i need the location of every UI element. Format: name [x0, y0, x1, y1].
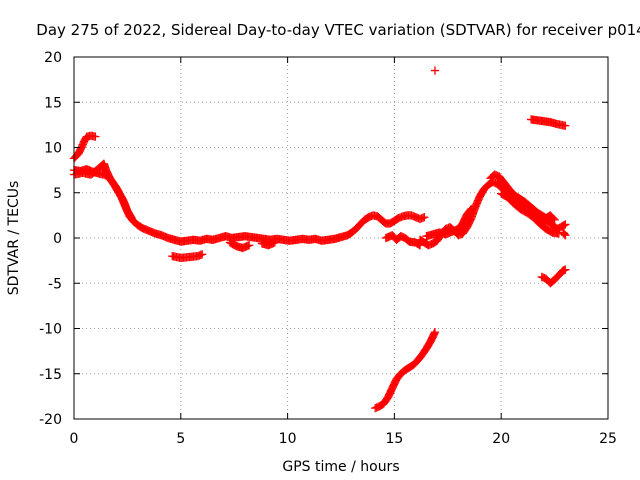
data-point	[467, 204, 476, 214]
chart-title: Day 275 of 2022, Sidereal Day-to-day VTE…	[36, 21, 640, 39]
y-tick-label: 10	[44, 141, 62, 157]
y-tick-label: -5	[48, 276, 62, 292]
data-point	[561, 220, 570, 229]
x-tick-label: 5	[176, 431, 185, 447]
data-point	[91, 132, 100, 141]
x-tick-label: 0	[70, 431, 79, 447]
data-points	[69, 66, 570, 413]
data-point	[126, 212, 136, 222]
y-tick-label: -20	[39, 412, 62, 428]
y-axis-label: SDTVAR / TECUs	[6, 181, 22, 296]
data-point	[245, 241, 254, 250]
data-point	[561, 265, 570, 274]
data-point	[420, 213, 429, 222]
x-axis-label: GPS time / hours	[282, 459, 399, 475]
data-point	[560, 220, 569, 230]
data-point	[430, 66, 440, 75]
data-point	[561, 121, 570, 130]
data-point	[560, 230, 569, 239]
x-tick-label: 10	[279, 431, 297, 447]
x-tick-label: 25	[599, 431, 617, 447]
y-tick-label: 15	[44, 95, 62, 111]
y-tick-label: 5	[53, 186, 62, 202]
x-tick-label: 15	[385, 431, 403, 447]
data-point	[198, 250, 207, 259]
y-tick-label: 20	[44, 50, 62, 66]
x-tick-label: 20	[492, 431, 510, 447]
data-point	[270, 238, 279, 247]
data-point	[561, 231, 570, 240]
y-tick-label: -10	[39, 322, 62, 338]
y-tick-label: -15	[39, 367, 62, 383]
x-ticks: 0 5 10 15 20 25	[70, 57, 617, 447]
y-tick-label: 0	[53, 231, 62, 247]
data-point	[466, 205, 475, 215]
data-point	[430, 327, 440, 337]
y-ticks: -20 -15 -10 -5 0 5 10 15 20	[39, 50, 608, 428]
data-point	[550, 215, 559, 225]
data-point	[549, 214, 558, 223]
data-point	[127, 213, 136, 223]
